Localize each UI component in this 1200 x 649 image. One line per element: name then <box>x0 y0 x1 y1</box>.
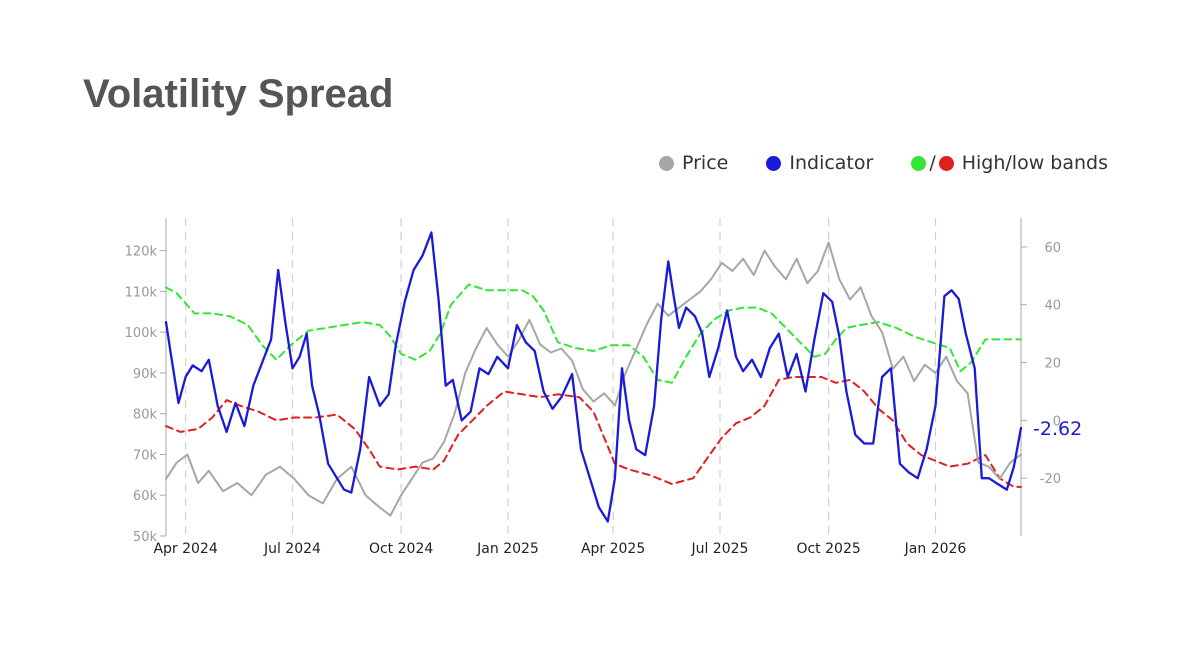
x-tick-label: Jan 2025 <box>476 541 539 557</box>
right-tick-label: 60 <box>1044 241 1061 256</box>
labels: Apr 2024 Jul 2024 Oct 2024 Jan 2025 Apr 2025… <box>125 241 1083 557</box>
series <box>164 231 1023 523</box>
series-price-line <box>165 241 1022 517</box>
x-tick-label: Oct 2025 <box>796 541 860 557</box>
right-tick-label: -20 <box>1040 472 1061 487</box>
series-indicator-line <box>164 231 1023 523</box>
series-high-band-line <box>165 283 1022 384</box>
left-tick-label: 100k <box>125 326 158 341</box>
x-tick-label: Apr 2024 <box>153 541 217 557</box>
x-tick-label: Jul 2024 <box>263 541 321 557</box>
right-tick-label: 40 <box>1044 299 1061 314</box>
right-tick-label: 0 <box>1053 414 1061 429</box>
x-tick-label: Apr 2025 <box>581 541 645 557</box>
legend-price-label: Price <box>682 152 729 174</box>
indicator-last-value: -2.62 <box>1033 418 1082 440</box>
legend-indicator-label: Indicator <box>789 152 874 174</box>
legend-price[interactable]: Price <box>659 152 728 174</box>
legend-slash: / <box>929 152 936 174</box>
left-tick-label: 80k <box>133 408 158 423</box>
x-tick-label: Jul 2025 <box>690 541 748 557</box>
left-tick-label: 70k <box>133 448 158 463</box>
x-tick-label: Jan 2026 <box>904 541 967 557</box>
left-tick-label: 120k <box>125 245 158 260</box>
chart-legend: Price Indicator / High/low bands <box>659 152 1108 174</box>
x-tick-label: Oct 2024 <box>369 541 433 557</box>
low-band-dot-icon <box>938 155 954 171</box>
left-tick-label: 60k <box>133 489 158 504</box>
indicator-dot-icon <box>766 155 782 171</box>
left-tick-label: 50k <box>133 530 158 545</box>
legend-indicator[interactable]: Indicator <box>766 152 873 174</box>
left-tick-label: 90k <box>133 367 158 382</box>
high-band-dot-icon <box>911 155 927 171</box>
page-title: Volatility Spread <box>83 72 394 116</box>
axes <box>160 218 1027 537</box>
right-tick-label: 20 <box>1044 357 1061 372</box>
price-dot-icon <box>659 155 674 171</box>
legend-bands[interactable]: / High/low bands <box>911 152 1108 174</box>
left-tick-label: 110k <box>125 285 158 300</box>
legend-bands-label: High/low bands <box>961 152 1108 174</box>
